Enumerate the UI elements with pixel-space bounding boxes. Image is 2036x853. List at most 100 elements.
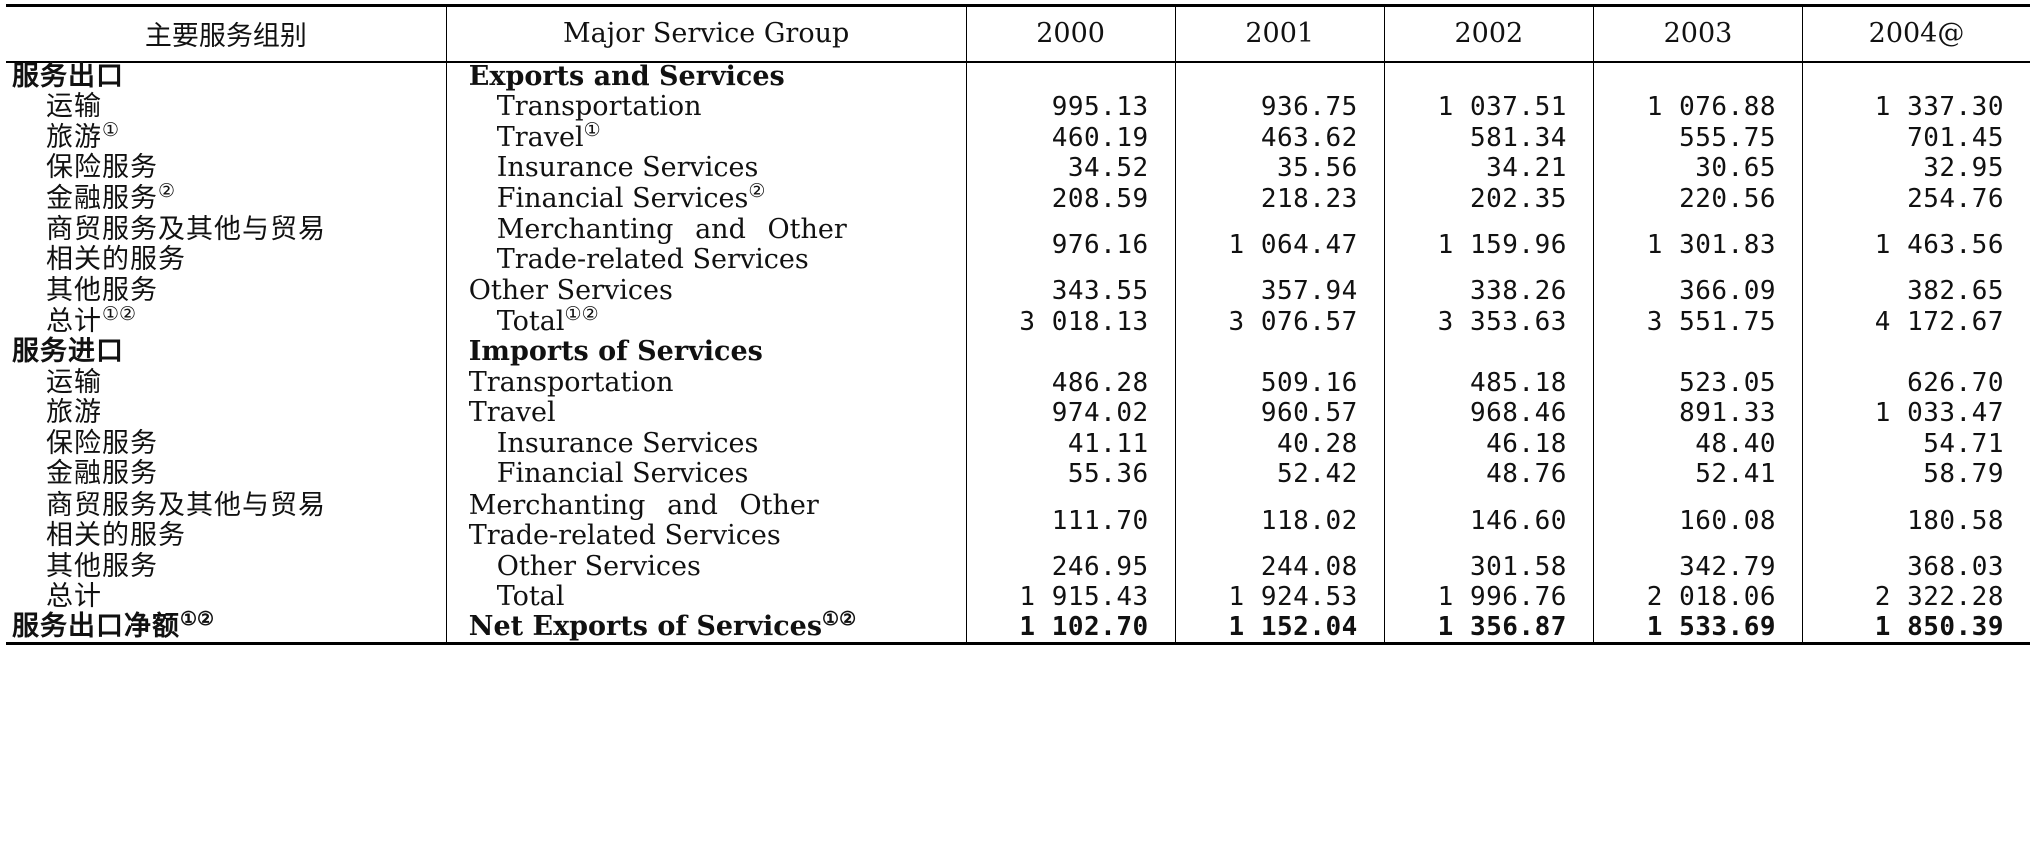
value-2002: 338.26 <box>1383 276 1594 307</box>
row-label-cn: 服务出口净额①② <box>6 610 447 645</box>
row-label-en: Financial Services② <box>445 181 967 214</box>
header-year-2003: 2003 <box>1592 4 1803 63</box>
row-label-en: Other Services <box>445 551 967 582</box>
value-2002: 34.21 <box>1383 153 1594 184</box>
row-label-en: Travel <box>445 398 967 429</box>
value-2000: 34.52 <box>965 153 1176 184</box>
value-2001: 936.75 <box>1174 92 1385 123</box>
value-2002: 581.34 <box>1383 122 1594 153</box>
value-2003: 891.33 <box>1592 398 1803 429</box>
value-2004: 58.79 <box>1802 459 2030 490</box>
value-2004: 1 463.56 <box>1802 214 2030 276</box>
row-label-cn-text: 服务出口 <box>12 61 124 93</box>
value-2001: 244.08 <box>1174 551 1385 582</box>
value-2003: 30.65 <box>1592 153 1803 184</box>
row-label-en-text: Travel <box>496 121 584 153</box>
row-label-cn: 其他服务 <box>6 552 446 583</box>
footnote-marker: ①② <box>822 608 857 630</box>
value-2000 <box>965 337 1176 368</box>
row-label-en-text: Imports of Services <box>468 336 763 368</box>
table-row: 运输 Transportation 995.13 936.75 1 037.51 1 07… <box>6 92 2030 123</box>
header-en-group: Major Service Group <box>445 4 967 63</box>
row-label-cn-text: 保险服务 <box>46 152 158 184</box>
value-2003: 342.79 <box>1592 551 1803 582</box>
value-2001: 3 076.57 <box>1174 306 1385 337</box>
value-2000 <box>965 61 1176 92</box>
row-label-en: Merchanting and Other Trade-related Serv… <box>445 214 967 276</box>
value-2002: 3 353.63 <box>1383 306 1594 337</box>
row-label-cn: 总计①② <box>6 304 446 338</box>
row-label-cn-text: 总计 <box>46 581 102 613</box>
row-label-cn: 商贸服务及其他与贸易相关的服务 <box>6 490 446 552</box>
header-year-2001: 2001 <box>1174 4 1385 63</box>
value-2000: 486.28 <box>965 367 1176 398</box>
row-label-cn: 旅游① <box>6 120 446 154</box>
value-2000: 208.59 <box>965 183 1176 214</box>
value-2000: 343.55 <box>965 276 1176 307</box>
row-label-en-text: Total <box>496 305 565 337</box>
table-row: 其他服务 Other Services 343.55 357.94 338.26 366.… <box>6 276 2030 307</box>
row-label-cn-text: 其他服务 <box>46 550 158 582</box>
value-2002 <box>1383 61 1594 92</box>
table-row: 服务出口净额①② Net Exports of Services①② 1 102.7… <box>6 610 2030 645</box>
row-label-cn-text: 服务进口 <box>12 336 124 368</box>
header-year-2000: 2000 <box>965 4 1176 63</box>
value-2000: 460.19 <box>965 122 1176 153</box>
value-2001: 509.16 <box>1174 367 1385 398</box>
table-body: 服务出口 Exports and Services 运输 Transportation… <box>6 61 2030 645</box>
row-label-en-text: Insurance Services <box>496 427 759 459</box>
row-label-en: Travel① <box>445 120 967 153</box>
value-2001: 463.62 <box>1174 122 1385 153</box>
table-row: 商贸服务及其他与贸易相关的服务 Merchanting and Other Tra… <box>6 489 2030 552</box>
value-2000: 995.13 <box>965 92 1176 123</box>
row-label-cn: 总计 <box>6 582 446 613</box>
footnote-marker: ①② <box>564 302 599 325</box>
row-label-cn-text: 金融服务 <box>46 182 158 214</box>
row-label-cn: 服务出口 <box>6 62 446 93</box>
value-2004: 1 033.47 <box>1802 398 2030 429</box>
row-label-en-text: Merchanting and Other Trade-related Serv… <box>496 214 847 275</box>
value-2002: 146.60 <box>1383 489 1594 552</box>
row-label-cn: 其他服务 <box>6 276 446 307</box>
row-label-en: Total①② <box>445 304 967 337</box>
value-2004: 32.95 <box>1802 153 2030 184</box>
value-2003: 3 551.75 <box>1592 306 1803 337</box>
row-label-cn: 金融服务 <box>6 459 446 490</box>
row-label-en-text: Exports and Services <box>468 61 785 93</box>
value-2000: 974.02 <box>965 398 1176 429</box>
row-label-cn: 运输 <box>6 368 446 399</box>
table-row: 旅游① Travel① 460.19 463.62 581.34 555.75 701.45 <box>6 120 2030 154</box>
value-2001 <box>1174 337 1385 368</box>
row-label-en: Net Exports of Services①② <box>445 610 967 645</box>
footnote-marker: ② <box>748 179 766 202</box>
row-label-cn-text: 保险服务 <box>46 427 158 459</box>
header-year-2002: 2002 <box>1383 4 1594 63</box>
table-row: 金融服务 Financial Services 55.36 52.42 48.76 52.… <box>6 459 2030 490</box>
row-label-cn-text: 商贸服务及其他与贸易相关的服务 <box>46 214 326 275</box>
row-label-cn: 商贸服务及其他与贸易相关的服务 <box>6 214 446 276</box>
value-2002: 301.58 <box>1383 551 1594 582</box>
row-label-cn-text: 服务出口净额 <box>12 611 180 642</box>
row-label-en-text: Financial Services <box>496 182 749 214</box>
row-label-cn: 旅游 <box>6 398 446 429</box>
header-year-2004: 2004@ <box>1802 4 2030 63</box>
row-label-cn-text: 旅游 <box>46 397 102 429</box>
value-2001: 960.57 <box>1174 398 1385 429</box>
value-2003: 523.05 <box>1592 367 1803 398</box>
row-label-en-text: Financial Services <box>496 458 749 490</box>
value-2001: 1 924.53 <box>1174 582 1385 613</box>
row-label-cn: 服务进口 <box>6 337 446 368</box>
value-2001: 1 152.04 <box>1174 612 1385 645</box>
row-label-cn-text: 商贸服务及其他与贸易相关的服务 <box>46 489 326 551</box>
value-2002: 48.76 <box>1383 459 1594 490</box>
row-label-en: Insurance Services <box>445 153 967 184</box>
value-2004: 1 337.30 <box>1802 92 2030 123</box>
value-2003: 1 301.83 <box>1592 214 1803 276</box>
value-2004: 626.70 <box>1802 367 2030 398</box>
row-label-en: Exports and Services <box>445 61 967 93</box>
value-2003: 1 076.88 <box>1592 92 1803 123</box>
value-2004: 2 322.28 <box>1802 582 2030 613</box>
value-2000: 976.16 <box>965 214 1176 276</box>
row-label-en: Other Services <box>445 276 967 307</box>
value-2000: 1 102.70 <box>965 612 1176 645</box>
